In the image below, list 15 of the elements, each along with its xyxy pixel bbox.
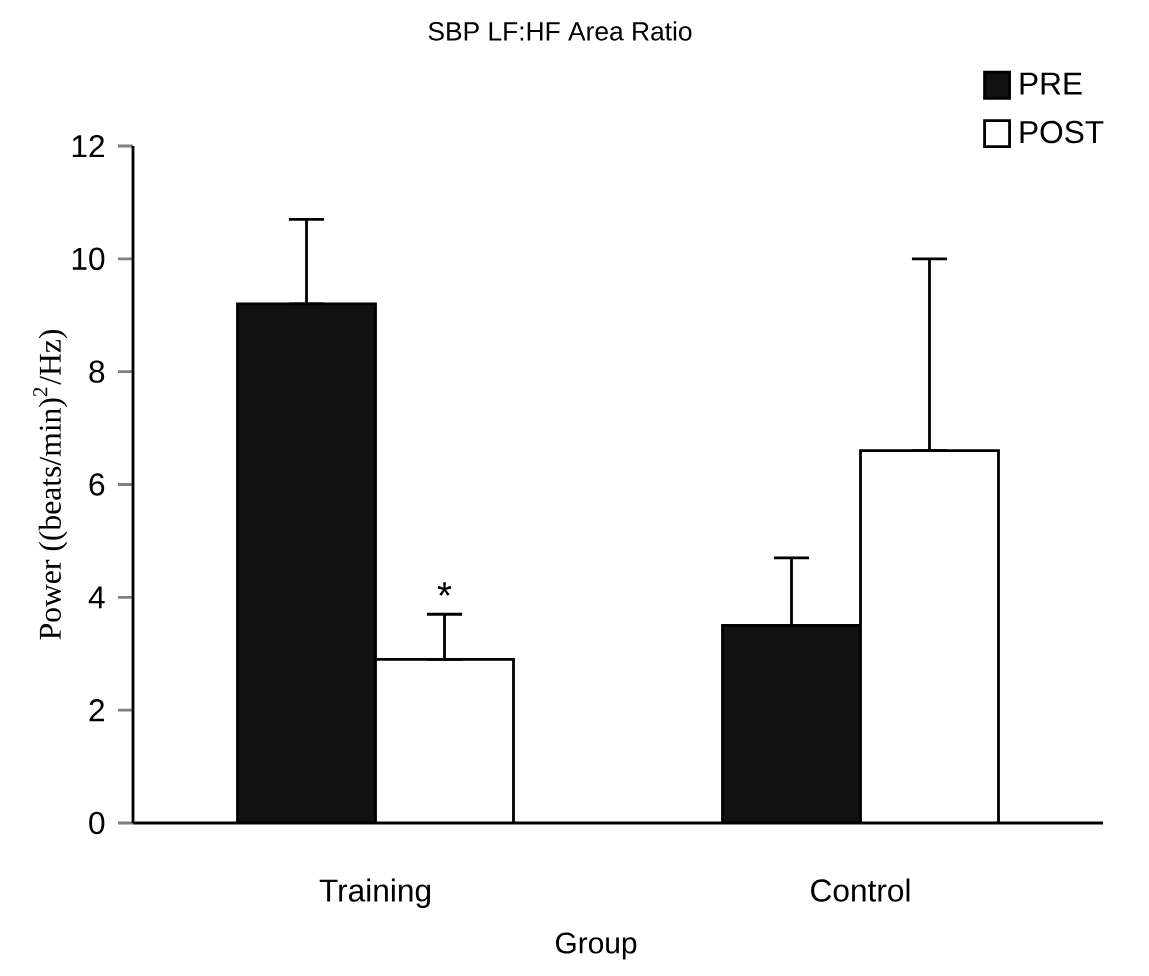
x-axis-title: Group [555,932,637,960]
legend-label: POST [1020,120,1104,144]
y-tick-label: 4 [88,586,105,609]
y-axis-title: Power ((beats/min)$^{2}$/Hz) [33,329,68,640]
y-tick-label: 12 [72,134,104,158]
legend-label: PRE [1020,72,1082,95]
y-tick-label: 6 [89,473,105,496]
annotation: * [437,582,452,596]
x-tick-label: Training [319,878,430,908]
y-tick-label: 0 [89,811,105,835]
y-tick-label: 2 [89,699,104,722]
y-tick-label: 10 [72,247,105,271]
y-tick-label: 8 [89,360,105,383]
x-tick-label: Control [811,878,910,902]
chart-title: SBP LF:HF Area Ratio [428,21,692,41]
